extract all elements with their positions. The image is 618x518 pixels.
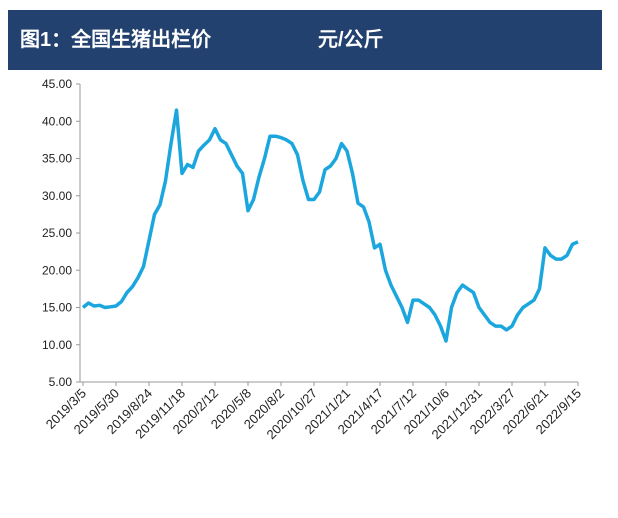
line-series — [81, 108, 579, 343]
y-tick-label: 45.00 — [42, 77, 72, 91]
unit-label: 元/公斤 — [318, 28, 384, 51]
y-tick-label: 20.00 — [42, 263, 72, 277]
y-tick-label: 35.00 — [42, 152, 72, 166]
y-tick-label: 40.00 — [42, 114, 72, 128]
y-tick-label: 15.00 — [42, 301, 72, 315]
title-bar — [8, 10, 602, 70]
y-tick-label: 5.00 — [49, 375, 73, 389]
y-tick-label: 30.00 — [42, 189, 72, 203]
y-tick-label: 10.00 — [42, 338, 72, 352]
y-tick-label: 25.00 — [42, 226, 72, 240]
chart-title: 图1：全国生猪出栏价 — [20, 27, 212, 51]
